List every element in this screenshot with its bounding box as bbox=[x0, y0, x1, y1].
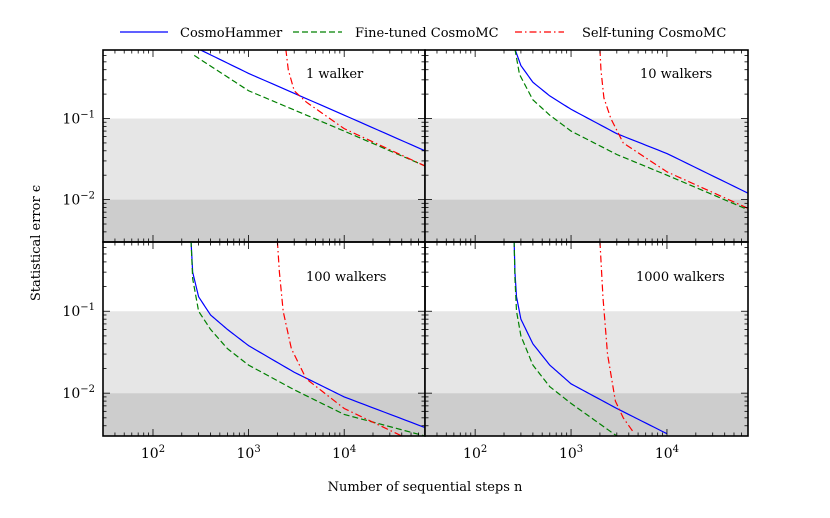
x-tick-label: 103 bbox=[559, 444, 583, 462]
curve-finetuned bbox=[190, 242, 425, 436]
curve-finetuned bbox=[514, 50, 748, 211]
curves bbox=[190, 242, 425, 436]
y-tick-label: 10−1 bbox=[62, 302, 95, 320]
shaded-band-0 bbox=[425, 118, 748, 200]
curve-selftuning bbox=[285, 50, 425, 167]
panel-1-walker: 1 walker bbox=[102, 49, 426, 243]
x-tick-labels: 102 103 104 102 103 104 bbox=[141, 444, 679, 462]
x-tick-label: 102 bbox=[141, 444, 165, 462]
x-tick-label: 102 bbox=[463, 444, 487, 462]
curve-cosmohammer bbox=[199, 50, 425, 152]
legend-label-finetuned: Fine-tuned CosmoMC bbox=[355, 26, 499, 41]
panel-10-walkers: 10 walkers bbox=[424, 49, 749, 243]
curve-selftuning bbox=[599, 50, 748, 209]
curve-cosmohammer bbox=[190, 242, 425, 429]
x-tick-label: 104 bbox=[332, 444, 356, 462]
curve-selftuning bbox=[599, 242, 635, 433]
shaded-band-0 bbox=[103, 118, 425, 200]
y-axis-title: Statistical error ϵ bbox=[29, 185, 44, 301]
shaded-bands bbox=[425, 311, 748, 436]
x-axis-title: Number of sequential steps n bbox=[328, 480, 523, 495]
panel-1000-walkers: 1000 walkers bbox=[424, 241, 749, 437]
y-tick-label: 10−1 bbox=[62, 110, 95, 128]
panel-label: 10 walkers bbox=[640, 67, 712, 82]
x-tick-label: 103 bbox=[236, 444, 260, 462]
legend: CosmoHammer Fine-tuned CosmoMC Self-tuni… bbox=[120, 26, 726, 41]
legend-label-cosmohammer: CosmoHammer bbox=[180, 26, 283, 41]
curve-finetuned bbox=[513, 242, 618, 436]
legend-label-selftuning: Self-tuning CosmoMC bbox=[582, 26, 726, 41]
curve-finetuned bbox=[193, 54, 425, 167]
y-tick-labels: 10−1 10−2 10−1 10−2 bbox=[62, 110, 95, 403]
shaded-band-0 bbox=[103, 311, 425, 394]
curve-selftuning bbox=[276, 242, 403, 436]
x-tick-label: 104 bbox=[655, 444, 679, 462]
y-tick-label: 10−2 bbox=[62, 191, 95, 209]
panel-label: 1000 walkers bbox=[636, 270, 725, 285]
shaded-bands bbox=[103, 118, 425, 242]
shaded-band-1 bbox=[425, 199, 748, 242]
shaded-band-0 bbox=[425, 311, 748, 394]
curves bbox=[514, 50, 748, 211]
y-tick-label: 10−2 bbox=[62, 384, 95, 402]
shaded-bands bbox=[103, 311, 425, 436]
panel-label: 100 walkers bbox=[306, 270, 386, 285]
curves bbox=[193, 50, 425, 167]
shaded-band-1 bbox=[103, 199, 425, 242]
curves bbox=[513, 242, 668, 436]
shaded-band-1 bbox=[103, 393, 425, 436]
panel-frame bbox=[424, 241, 749, 437]
curve-cosmohammer bbox=[514, 50, 748, 194]
panel-label: 1 walker bbox=[306, 67, 364, 82]
shaded-bands bbox=[425, 118, 748, 242]
panel-100-walkers: 100 walkers bbox=[102, 241, 426, 437]
